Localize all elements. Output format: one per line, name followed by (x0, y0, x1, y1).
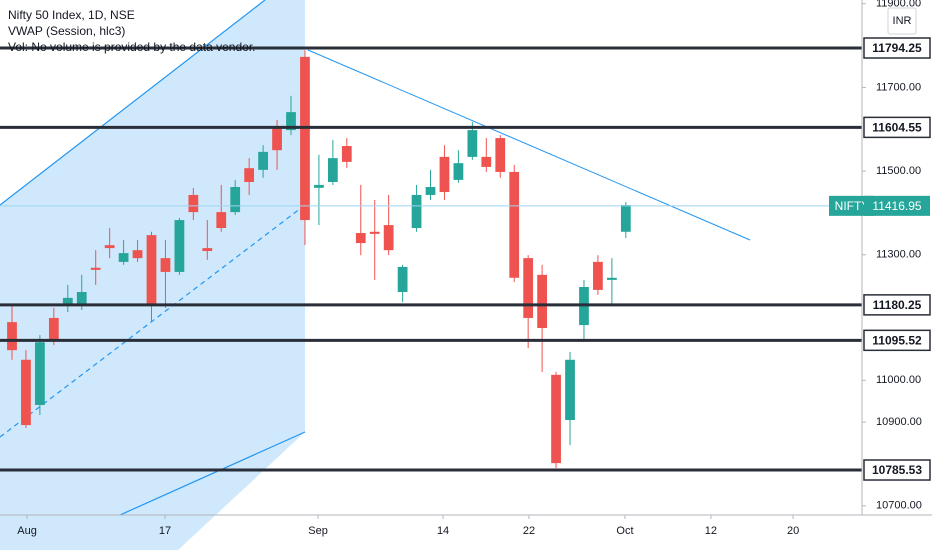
candle-body (495, 138, 506, 172)
labels: 11900.00 11700.00 11500.00 11300.00 11000.00… (17, 0, 931, 537)
candle-body (202, 248, 213, 252)
last-price-name-box (829, 195, 874, 216)
candle-body (118, 253, 129, 262)
candle-body (369, 231, 380, 234)
candle-body (509, 171, 520, 278)
x-tick-label: Aug (17, 525, 37, 537)
candle-body (481, 156, 492, 167)
level-label-box (863, 294, 931, 316)
x-tick-label: 22 (523, 525, 535, 537)
channel-lower (119, 431, 306, 516)
candle-body (132, 250, 143, 259)
candle-body (551, 374, 561, 464)
x-tick-label: 17 (159, 525, 171, 537)
x-tick-label: 12 (705, 525, 717, 537)
price-axis (862, 0, 932, 550)
candle-body (327, 158, 338, 182)
candle-body (76, 292, 87, 305)
x-tick-label: 20 (787, 525, 799, 537)
chart-title: Nifty 50 Index, 1D, NSE (8, 8, 135, 22)
candle-body (216, 212, 227, 229)
candle-body (620, 204, 631, 232)
candle-body (188, 194, 199, 213)
candle-body (314, 184, 324, 188)
candle-body (62, 297, 73, 305)
level-label-box (863, 116, 931, 139)
candle-body (272, 128, 282, 151)
x-tick-label: Oct (616, 525, 633, 537)
candle-body (230, 187, 241, 213)
candle-body (523, 258, 534, 318)
trend-line (307, 49, 751, 241)
candle-body (425, 187, 436, 195)
x-tick-label: 14 (437, 525, 449, 537)
candle-body (48, 317, 59, 341)
candle-body (258, 151, 268, 170)
candle-body (146, 235, 157, 305)
candle-body (383, 225, 394, 251)
y-tick-label: 11500.00 (876, 165, 921, 177)
y-tick-label: 10700.00 (876, 500, 922, 512)
candle-body (90, 267, 101, 270)
candle-body (244, 168, 255, 182)
candle-body (355, 233, 366, 244)
candle-body (160, 258, 171, 272)
marks (0, 46, 862, 472)
y-tick-label: 11900.00 (876, 0, 921, 10)
level-label: 10785.53 (872, 463, 922, 477)
currency: INR (893, 15, 912, 27)
level-label: 11604.55 (872, 121, 922, 135)
candle-body (7, 322, 17, 351)
level-label: 11180.25 (873, 298, 922, 312)
candle-body (300, 56, 310, 221)
x-tick-label: Sep (308, 525, 328, 537)
level-label: 11095.52 (872, 333, 922, 347)
candle-body (21, 359, 31, 426)
candle-body (341, 146, 352, 162)
y-tick-label: 10900.00 (876, 416, 922, 428)
candle-body (35, 342, 45, 405)
level-label: 11794.25 (872, 41, 922, 55)
indicator: VWAP (Session, hlc3) (8, 24, 125, 38)
candle-body (286, 112, 296, 131)
candle-body (606, 277, 617, 280)
currency-box[interactable] (887, 7, 917, 35)
candle-body (411, 194, 422, 229)
candle-body (453, 163, 464, 180)
last-price-box (864, 195, 930, 216)
channel-middle (0, 204, 306, 438)
candle-body (397, 266, 408, 293)
annotation: Vol: No volume is provided by the data v… (8, 40, 255, 54)
candle-body (565, 359, 575, 421)
y-tick-label: 11000.00 (876, 374, 921, 386)
level-label-box (863, 459, 931, 481)
level-label-box (863, 37, 931, 59)
candle-body (467, 130, 478, 157)
candle-body (593, 261, 603, 290)
candle-body (174, 220, 185, 272)
candle-body (537, 274, 547, 328)
level-label-box (863, 329, 931, 352)
y-tick-label: 11300.00 (876, 249, 921, 261)
candle-body (439, 156, 450, 193)
channel-upper (0, 0, 266, 206)
candle-body (104, 245, 115, 249)
last-price-label: 11416.95 (872, 199, 921, 213)
last-price-name: NIFTY (835, 199, 870, 213)
y-tick-label: 11700.00 (876, 81, 921, 93)
